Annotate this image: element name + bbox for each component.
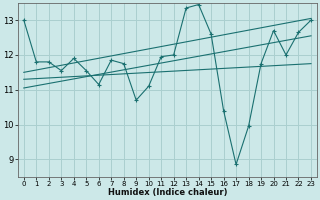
X-axis label: Humidex (Indice chaleur): Humidex (Indice chaleur): [108, 188, 227, 197]
